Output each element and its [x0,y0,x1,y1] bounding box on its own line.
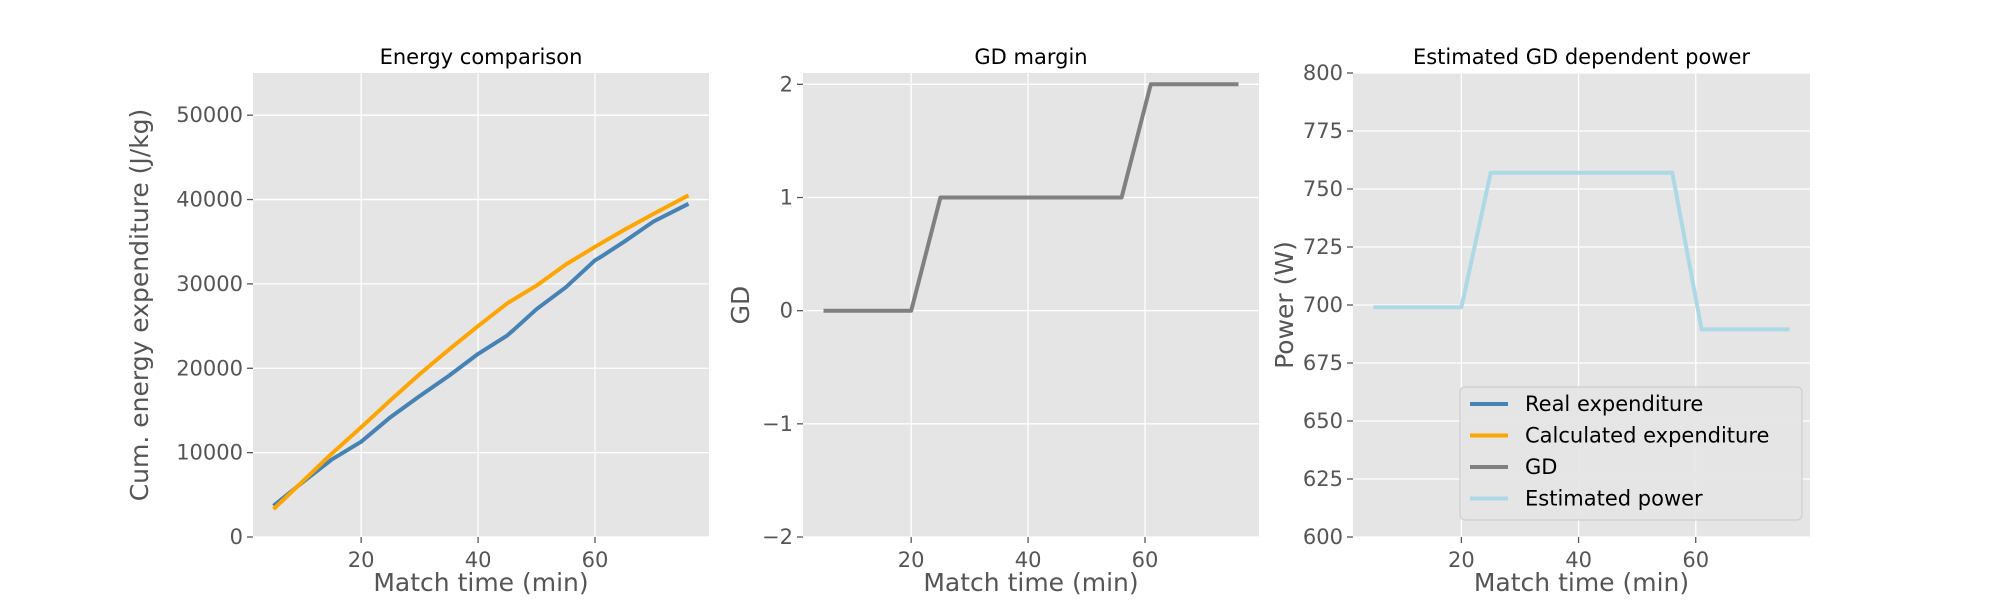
series-line-real-expenditure [272,202,690,508]
y-tick-label: 0 [780,299,793,323]
y-tick-label: 10000 [176,441,243,465]
y-tick-label: 750 [1303,177,1343,201]
y-tick-label: 30000 [176,272,243,296]
x-tick-label: 40 [465,548,492,572]
gd-margin-plot-area [803,73,1259,537]
x-tick-label: 60 [582,548,609,572]
y-tick-label: 775 [1303,119,1343,143]
series-line-estimated-power [1373,170,1790,332]
energy-comparison-y-axis-label: Cum. energy expenditure (J/kg) [125,109,154,502]
y-tick-label: 50000 [176,103,243,127]
x-tick-label: 20 [898,548,925,572]
series-line-gd [823,82,1239,313]
estimated-power-x-axis-label: Match time (min) [1474,568,1689,597]
y-tick-label: 2 [780,72,793,96]
energy-comparison-x-axis-label: Match time (min) [373,568,588,597]
y-tick-label: 800 [1303,61,1343,85]
y-tick-label: −2 [762,525,793,549]
y-tick-label: 625 [1303,467,1343,491]
gd-margin-panel: 20 40 60 −2 −1 0 1 2 GD margin Match time (min) GD [726,45,1259,597]
legend-label-gd: GD [1525,455,1557,479]
y-tick-label: −1 [762,412,793,436]
y-tick-label: 0 [230,525,243,549]
y-tick-label: 700 [1303,293,1343,317]
y-tick-label: 40000 [176,188,243,212]
x-tick-label: 20 [1448,548,1475,572]
gd-margin-y-axis-label: GD [726,286,755,325]
y-tick-label: 650 [1303,409,1343,433]
x-tick-label: 40 [1015,548,1042,572]
gd-margin-x-axis-label: Match time (min) [923,568,1138,597]
x-tick-label: 20 [348,548,375,572]
legend-box [1459,386,1803,521]
legend-label-calculated-expenditure: Calculated expenditure [1525,424,1769,448]
x-tick-label: 40 [1565,548,1592,572]
y-tick-label: 600 [1303,525,1343,549]
series-line-calculated-expenditure [272,193,690,511]
estimated-power-title: Estimated GD dependent power [1413,45,1750,69]
legend: Real expenditure Calculated expenditure GD… [1459,386,1803,521]
legend-label-real-expenditure: Real expenditure [1525,392,1703,416]
energy-comparison-title: Energy comparison [380,45,583,69]
energy-comparison-panel: 20 40 60 0 10000 20000 30000 40000 50000 Energy c… [125,45,709,597]
estimated-power-y-axis-label: Power (W) [1270,241,1299,369]
y-tick-label: 20000 [176,356,243,380]
gd-margin-title: GD margin [974,45,1087,69]
y-tick-label: 725 [1303,235,1343,259]
y-tick-label: 675 [1303,351,1343,375]
legend-label-estimated-power: Estimated power [1525,487,1703,511]
y-tick-label: 1 [780,185,793,209]
x-tick-label: 60 [1682,548,1709,572]
x-tick-label: 60 [1132,548,1159,572]
